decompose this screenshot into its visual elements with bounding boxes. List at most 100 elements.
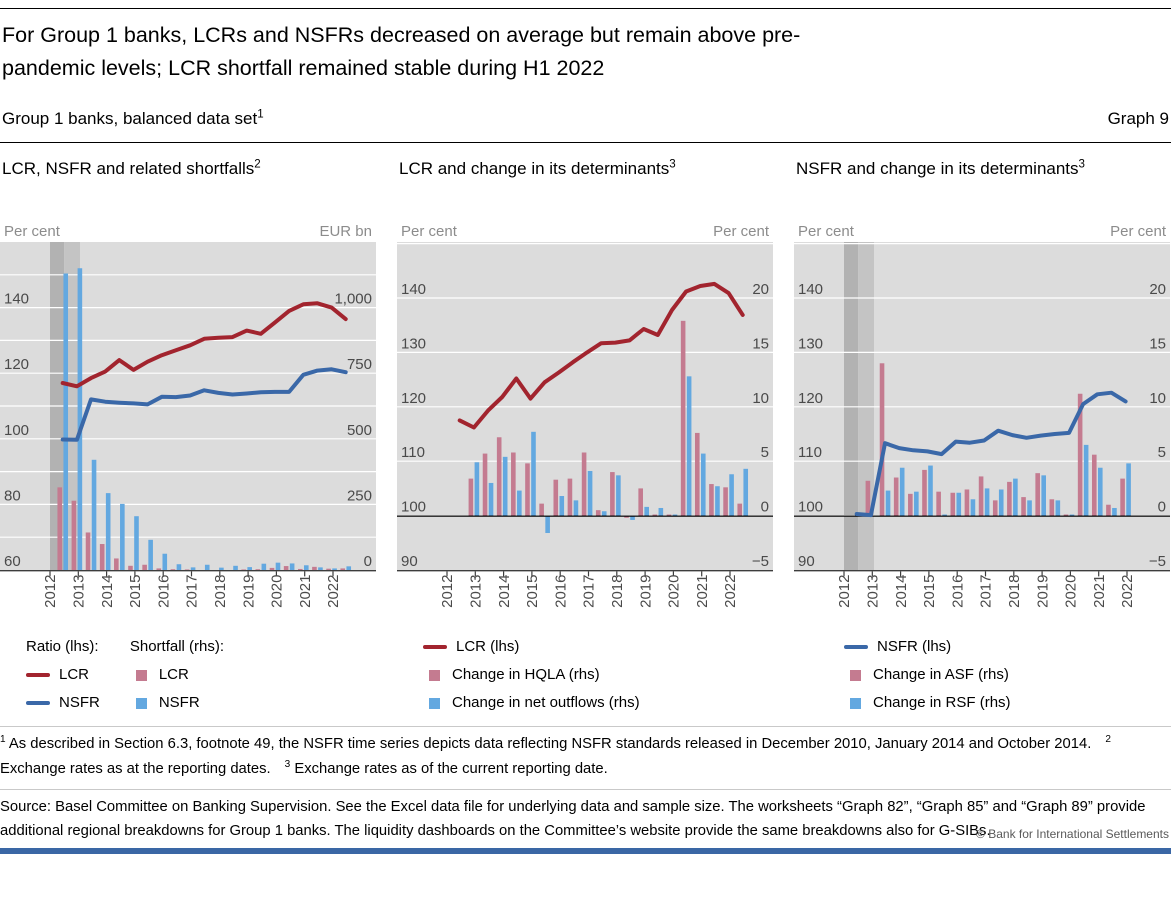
bar xyxy=(610,472,615,516)
bar xyxy=(573,500,579,516)
left-axis-tick-label: 140 xyxy=(4,291,29,308)
bar xyxy=(176,564,182,570)
bar xyxy=(468,478,474,516)
bar xyxy=(261,563,267,570)
legend-line-swatch xyxy=(423,645,447,649)
right-axis-tick-label: 5 xyxy=(1158,444,1166,461)
legend-item: NSFR (lhs) xyxy=(844,633,1011,661)
legend-item-label: Change in RSF (rhs) xyxy=(873,694,1011,711)
legend-nsfr-determinants: NSFR (lhs) Change in ASF (rhs) Change in R… xyxy=(794,633,1170,717)
bar xyxy=(269,567,275,570)
bar xyxy=(936,491,941,516)
right-axis-tick-label: 15 xyxy=(752,335,769,352)
legend-lcr-determinants: LCR (lhs) Change in HQLA (rhs) Change in n… xyxy=(397,633,773,717)
x-axis-year-label: 2022 xyxy=(722,575,739,608)
nsfr-determinants-chart: Per cent Per cent 90 100 110 120 130 140 −5 0 5 10 1… xyxy=(794,223,1170,608)
bar xyxy=(1083,444,1089,516)
bar xyxy=(616,475,621,516)
bar xyxy=(170,569,176,570)
legend-item: LCR (lhs) xyxy=(423,633,640,661)
bar xyxy=(879,363,885,516)
legend-item: Change in HQLA (rhs) xyxy=(423,661,640,689)
x-axis-year-label: 2017 xyxy=(184,575,201,608)
legend-item-label: LCR (lhs) xyxy=(456,638,520,655)
left-axis-unit-label: Per cent xyxy=(401,223,458,240)
legend-header: Shortfall (rhs): xyxy=(129,638,225,655)
bar xyxy=(737,503,743,516)
bar xyxy=(956,492,962,516)
bar xyxy=(644,506,649,516)
shaded-band-dark xyxy=(844,242,859,570)
bar xyxy=(638,488,643,516)
panel-title: LCR, NSFR and related shortfalls2 xyxy=(2,158,261,178)
legend-line-swatch xyxy=(26,673,50,677)
data-line xyxy=(854,390,1128,518)
bar xyxy=(595,510,601,516)
legend-item: Change in RSF (rhs) xyxy=(844,689,1011,717)
bar xyxy=(502,456,508,516)
legend-item: NSFR xyxy=(130,689,224,717)
bar xyxy=(517,490,522,516)
bar xyxy=(241,569,246,570)
bar xyxy=(303,565,309,570)
plot-background xyxy=(397,242,773,570)
data-line xyxy=(457,281,745,430)
bar xyxy=(247,567,252,570)
bar xyxy=(666,514,672,516)
graph-label: Graph 9 xyxy=(1107,109,1169,128)
right-axis-tick-label: −5 xyxy=(1149,553,1166,570)
x-axis-year-label: 2016 xyxy=(949,575,966,608)
source-text: Source: Basel Committee on Banking Super… xyxy=(0,799,1146,839)
left-axis-tick-label: 90 xyxy=(798,553,815,570)
legend-columns: NSFR (lhs) Change in ASF (rhs) Change in R… xyxy=(844,633,1170,717)
bar xyxy=(91,459,97,570)
x-axis-year-label: 2019 xyxy=(240,575,257,608)
bar xyxy=(992,500,998,516)
x-axis-year-label: 2018 xyxy=(212,575,229,608)
bar xyxy=(950,492,956,516)
x-axis-year-label: 2021 xyxy=(1091,575,1108,608)
bar xyxy=(686,376,692,516)
data-line xyxy=(60,301,348,389)
legend-item-label: NSFR xyxy=(158,694,200,711)
right-axis-tick-label: 20 xyxy=(752,281,769,298)
lcr-nsfr-shortfalls-chart: Per cent EUR bn 60 80 100 120 140 0 250 500 750 1,0… xyxy=(0,223,376,608)
bar xyxy=(1120,478,1125,516)
bar xyxy=(204,564,210,570)
x-axis-year-label: 2018 xyxy=(1006,575,1023,608)
x-axis-year-label: 2012 xyxy=(42,575,59,608)
legend-item-label: Change in ASF (rhs) xyxy=(873,666,1009,683)
bar xyxy=(1049,499,1055,516)
bar xyxy=(156,568,162,570)
bar xyxy=(928,465,933,516)
bar xyxy=(998,489,1004,516)
bar xyxy=(162,553,168,570)
right-axis-tick-label: 750 xyxy=(347,356,372,373)
bar xyxy=(559,496,565,516)
right-axis-tick-label: 500 xyxy=(347,422,372,439)
bar xyxy=(57,487,63,570)
legend-item-label: Change in net outflows (rhs) xyxy=(452,694,640,711)
page-title-line2: pandemic levels; LCR shortfall remained … xyxy=(2,56,605,80)
bar xyxy=(1091,454,1097,516)
bar xyxy=(233,565,238,570)
x-axis-year-label: 2021 xyxy=(297,575,314,608)
panel-lcr-determinants: LCR and change in its determinants3 Per … xyxy=(397,157,773,717)
bar xyxy=(255,569,261,570)
bar xyxy=(984,488,990,516)
bar xyxy=(1112,507,1117,516)
shaded-band-light xyxy=(858,242,874,570)
bar xyxy=(318,567,323,570)
x-axis-year-label: 2017 xyxy=(581,575,598,608)
x-axis-year-label: 2012 xyxy=(439,575,456,608)
left-axis-tick-label: 110 xyxy=(401,444,425,461)
footnote-divider xyxy=(0,726,1171,727)
bar xyxy=(1041,475,1046,516)
page-title-line1: For Group 1 banks, LCRs and NSFRs decrea… xyxy=(2,23,801,47)
right-axis-tick-label: 15 xyxy=(1149,335,1166,352)
chart-panels: LCR, NSFR and related shortfalls2 Per ce… xyxy=(0,157,1171,717)
x-axis-year-label: 2019 xyxy=(637,575,654,608)
subtitle-row: Group 1 banks, balanced data set1 Graph … xyxy=(2,109,1169,129)
left-axis-tick-label: 80 xyxy=(4,487,21,504)
legend-item-label: NSFR xyxy=(59,694,100,711)
